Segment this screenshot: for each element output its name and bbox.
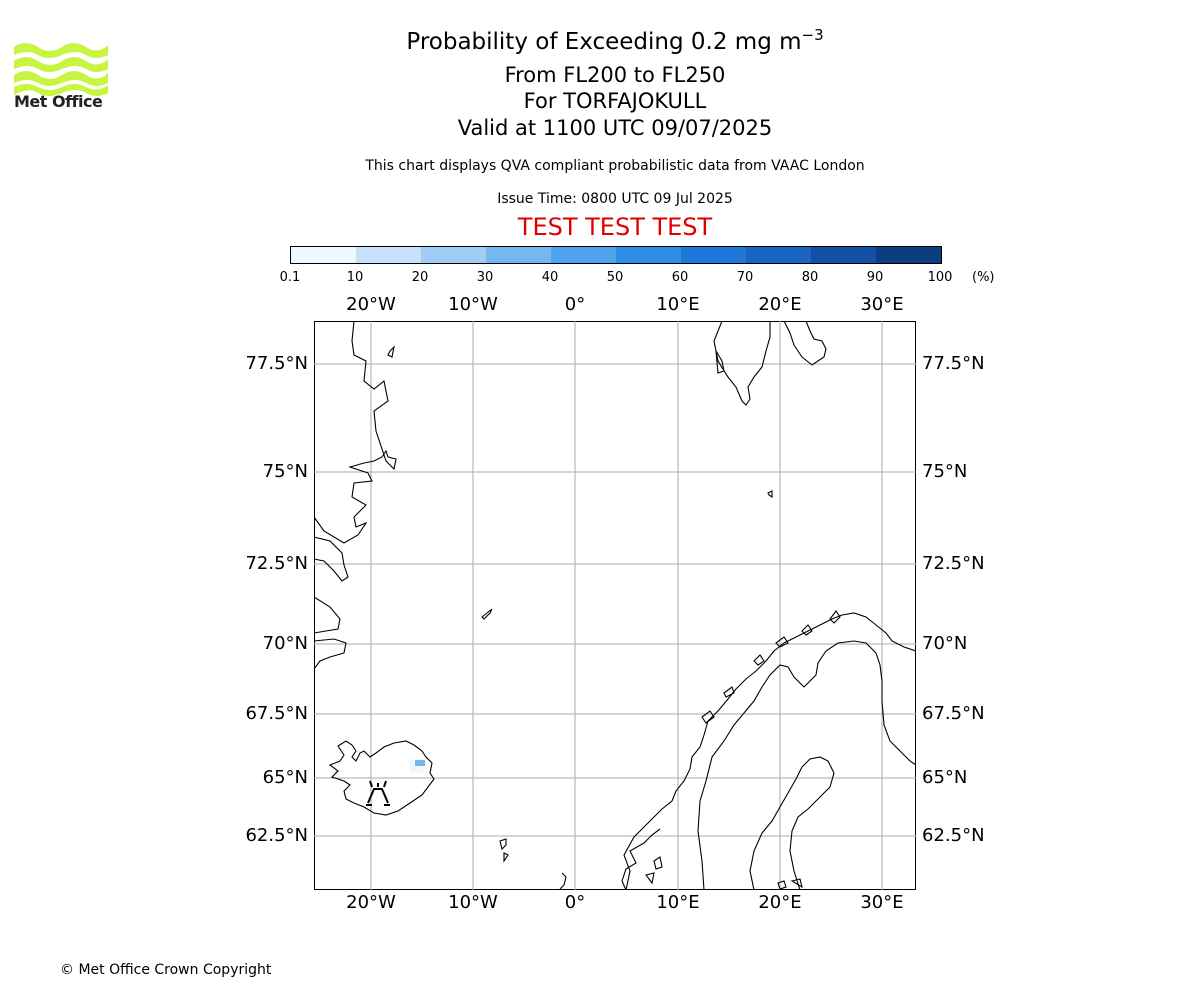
disclaimer: This chart displays QVA compliant probab…: [365, 158, 865, 174]
latitude-label: 75°N: [922, 461, 968, 482]
logo-text: Met Office: [14, 92, 103, 111]
latitude-label: 77.5°N: [922, 353, 985, 374]
volcano-name: For TORFAJOKULL: [523, 89, 707, 113]
latitude-label: 72.5°N: [922, 553, 985, 574]
copyright: © Met Office Crown Copyright: [60, 962, 272, 978]
longitude-label: 20°E: [758, 892, 802, 913]
valid-time: Valid at 1100 UTC 09/07/2025: [457, 116, 773, 140]
colorbar-units: (%): [972, 270, 995, 285]
volcano-icon: [366, 780, 390, 806]
colorbar-tick-label: 10: [346, 270, 364, 285]
graticule: [314, 321, 916, 890]
latitude-label: 70°N: [922, 633, 968, 654]
longitude-label: 10°E: [656, 892, 700, 913]
colorbar-segment: [291, 247, 356, 263]
colorbar-tick-label: 60: [671, 270, 689, 285]
colorbar-segment: [746, 247, 811, 263]
colorbar-tick-label: 0.1: [279, 270, 301, 285]
colorbar-tick-label: 50: [606, 270, 624, 285]
met-office-logo-icon: [14, 43, 108, 96]
colorbar-segment: [681, 247, 746, 263]
ash-cell: [415, 760, 425, 766]
latitude-label: 72.5°N: [245, 553, 308, 574]
longitude-label: 10°E: [656, 294, 700, 315]
colorbar-tick-label: 30: [476, 270, 494, 285]
latitude-label: 75°N: [262, 461, 308, 482]
longitude-label: 0°: [564, 892, 586, 913]
colorbar-tick-label: 40: [541, 270, 559, 285]
longitude-label: 10°W: [448, 294, 498, 315]
longitude-label: 30°E: [860, 892, 904, 913]
colorbar-segment: [486, 247, 551, 263]
latitude-label: 67.5°N: [245, 703, 308, 724]
latitude-label: 65°N: [922, 767, 968, 788]
colorbar-tick-label: 90: [866, 270, 884, 285]
ash-probability-cells: [410, 759, 425, 773]
longitude-label: 10°W: [448, 892, 498, 913]
issue-time: Issue Time: 0800 UTC 09 Jul 2025: [497, 191, 733, 207]
latitude-label: 77.5°N: [245, 353, 308, 374]
longitude-label: 20°W: [346, 294, 396, 315]
latitude-label: 65°N: [262, 767, 308, 788]
coastlines: [314, 321, 916, 890]
chart-title: Probability of Exceeding 0.2 mg m−3: [406, 26, 824, 55]
colorbar-segment: [421, 247, 486, 263]
colorbar-segment: [356, 247, 421, 263]
colorbar-segment: [551, 247, 616, 263]
longitude-label: 20°E: [758, 294, 802, 315]
colorbar-segment: [876, 247, 941, 263]
test-banner: TEST TEST TEST: [517, 213, 713, 241]
colorbar-segment: [811, 247, 876, 263]
colorbar-segment: [616, 247, 681, 263]
colorbar-tick-label: 80: [801, 270, 819, 285]
colorbar-tick-label: 70: [736, 270, 754, 285]
colorbar: [290, 246, 942, 264]
longitude-label: 30°E: [860, 294, 904, 315]
colorbar-tick-label: 100: [927, 270, 953, 285]
latitude-label: 67.5°N: [922, 703, 985, 724]
longitude-label: 0°: [564, 294, 586, 315]
latitude-label: 62.5°N: [922, 825, 985, 846]
map-panel: [314, 321, 916, 890]
colorbar-tick-label: 20: [411, 270, 429, 285]
level-range: From FL200 to FL250: [504, 63, 726, 87]
longitude-label: 20°W: [346, 892, 396, 913]
latitude-label: 70°N: [262, 633, 308, 654]
latitude-label: 62.5°N: [245, 825, 308, 846]
